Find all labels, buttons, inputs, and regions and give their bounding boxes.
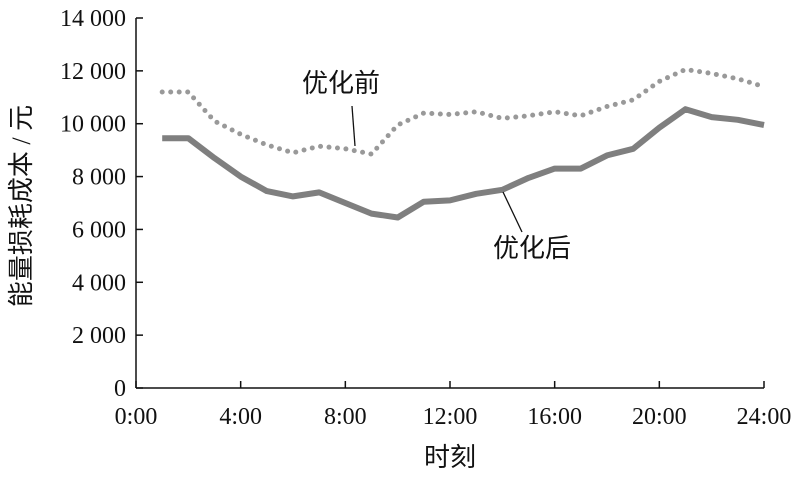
series-line-before xyxy=(159,67,767,157)
y-tick-label: 0 xyxy=(114,376,126,402)
x-tick-label: 24:00 xyxy=(737,404,792,430)
y-tick-label: 10 000 xyxy=(60,112,126,138)
series-line-after xyxy=(162,106,765,221)
x-axis-title: 时刻 xyxy=(424,443,476,472)
x-tick-label: 8:00 xyxy=(324,404,367,430)
y-ticks: 0 2 000 4 000 6 000 8 000 10 000 12 000 14 000 xyxy=(60,6,143,402)
series-label-leader-after xyxy=(502,191,523,233)
y-tick-label: 12 000 xyxy=(60,59,126,85)
x-tick-label: 4:00 xyxy=(219,404,262,430)
series-layer xyxy=(159,67,767,221)
y-tick-label: 8 000 xyxy=(72,165,126,191)
series-label-after: 优化后 xyxy=(493,234,571,263)
y-tick-label: 4 000 xyxy=(72,270,126,296)
y-tick-label: 2 000 xyxy=(72,323,126,349)
y-tick-label: 6 000 xyxy=(72,217,126,243)
x-tick-label: 16:00 xyxy=(527,404,582,430)
y-axis-title: 能量损耗成本 / 元 xyxy=(7,105,36,307)
series-label-before: 优化前 xyxy=(302,69,380,98)
x-tick-label: 0:00 xyxy=(115,404,158,430)
series-label-leader-before xyxy=(351,105,356,147)
x-ticks: 0:00 4:00 8:00 12:00 16:00 20:00 24:00 xyxy=(115,381,792,430)
y-tick-label: 14 000 xyxy=(60,6,126,32)
x-tick-label: 20:00 xyxy=(632,404,687,430)
x-tick-label: 12:00 xyxy=(423,404,478,430)
